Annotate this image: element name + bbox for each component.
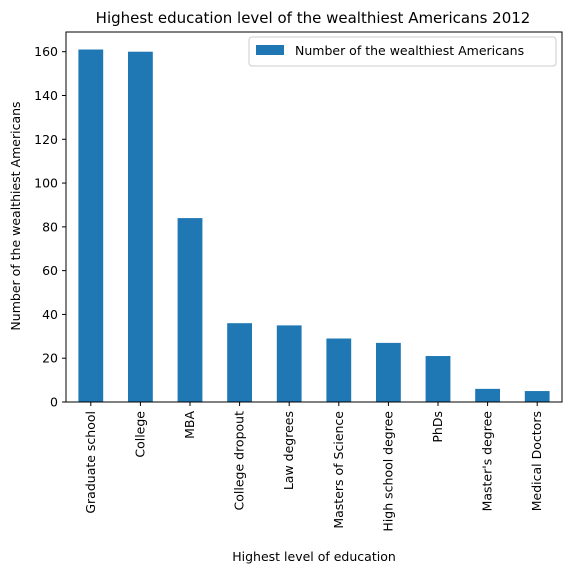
y-tick-label: 140 — [34, 88, 58, 103]
x-tick-label: College — [132, 411, 147, 458]
y-tick-label: 60 — [42, 263, 58, 278]
bars-group — [78, 49, 550, 403]
y-tick-label: 160 — [34, 44, 58, 59]
x-tick-label: MBA — [182, 411, 197, 439]
bar — [78, 49, 104, 402]
bar — [326, 338, 352, 402]
x-tick-label: Masters of Science — [331, 411, 346, 529]
y-tick-label: 80 — [42, 219, 58, 234]
y-tick-label: 20 — [42, 351, 58, 366]
x-tick-label: Master's degree — [480, 411, 495, 512]
x-tick-label: College dropout — [232, 411, 247, 511]
y-tick-label: 120 — [34, 132, 58, 147]
y-tick-label: 40 — [42, 307, 58, 322]
y-tick-label: 100 — [34, 176, 58, 191]
x-tick-label: Graduate school — [83, 411, 98, 514]
bar — [128, 51, 153, 403]
legend-swatch — [256, 45, 284, 55]
y-axis-label: Number of the wealthiest Americans — [8, 101, 23, 330]
plot-frame — [65, 31, 563, 403]
bar — [524, 391, 550, 402]
x-tick-label: High school degree — [380, 411, 395, 532]
y-tick-label: 0 — [50, 395, 58, 410]
x-axis: Graduate school College MBA College dropout… — [83, 402, 544, 532]
x-tick-label: Law degrees — [281, 411, 296, 490]
chart-title: Highest education level of the wealthies… — [96, 9, 531, 27]
bar — [475, 388, 500, 402]
legend-box — [248, 36, 557, 67]
x-axis-label: Highest level of education — [232, 549, 396, 564]
bar — [425, 356, 451, 402]
bar — [376, 342, 401, 402]
legend-label: Number of the wealthiest Americans — [295, 43, 524, 58]
bar — [276, 325, 302, 402]
x-tick-label: PhDs — [430, 411, 445, 443]
bar — [177, 218, 203, 402]
bar — [227, 323, 252, 402]
legend: Number of the wealthiest Americans — [248, 36, 557, 67]
y-axis: 0 20 40 60 80 100 120 140 160 — [34, 44, 66, 410]
x-tick-label: Medical Doctors — [529, 411, 544, 511]
